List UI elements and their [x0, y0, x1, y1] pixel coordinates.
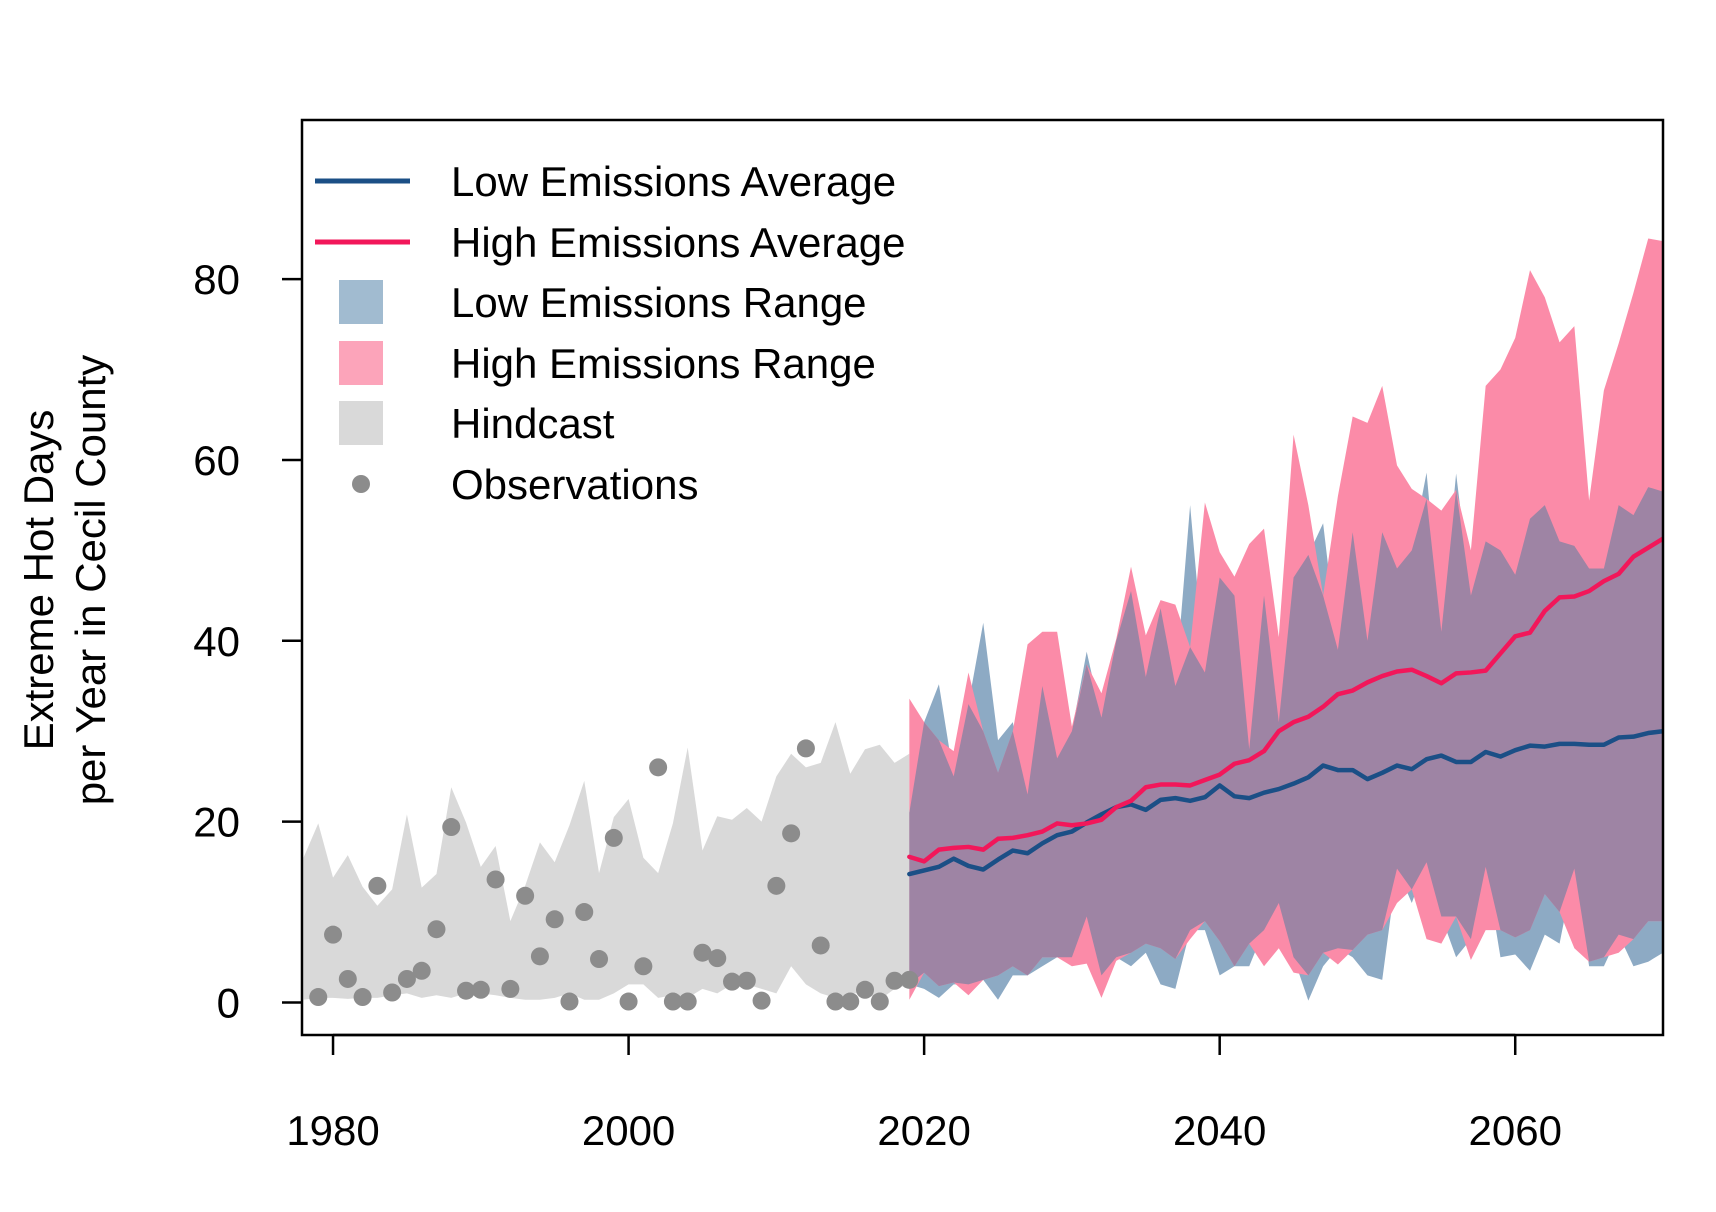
observation-point	[796, 739, 815, 758]
observation-point	[723, 972, 742, 991]
observation-point	[708, 949, 727, 968]
observation-point	[442, 818, 461, 837]
observation-point	[338, 969, 357, 988]
observation-point	[841, 992, 860, 1011]
observation-point	[604, 828, 623, 847]
y-axis-title-line-2: per Year in Cecil County	[67, 355, 114, 806]
observation-point	[885, 971, 904, 990]
observation-point	[486, 870, 505, 889]
legend-item: High Emissions Range	[339, 340, 876, 387]
observation-point	[856, 980, 875, 999]
observation-point	[368, 876, 387, 895]
x-tick-label: 2020	[877, 1107, 970, 1154]
observation-point	[516, 886, 535, 905]
observation-point	[530, 947, 549, 966]
y-tick-label: 20	[193, 799, 240, 846]
observation-point	[634, 957, 653, 976]
hindcast-band	[303, 722, 910, 1000]
plot-area	[303, 238, 1663, 1011]
observation-point	[575, 903, 594, 922]
legend-item: Hindcast	[339, 400, 615, 447]
y-axis: 0 20 40 60 80	[193, 256, 302, 1026]
low-emissions-average-line	[907, 728, 1663, 877]
y-tick-label: 60	[193, 437, 240, 484]
y-axis-title: Extreme Hot Days per Year in Cecil Count…	[15, 355, 114, 806]
observation-point	[471, 980, 490, 999]
observation-point	[324, 925, 343, 944]
x-tick-label: 2000	[582, 1107, 675, 1154]
legend-label: Hindcast	[451, 400, 615, 447]
observation-point	[737, 971, 756, 990]
legend-label: High Emissions Average	[451, 219, 905, 266]
y-tick-label: 0	[217, 979, 240, 1026]
high-emissions-average-line	[907, 536, 1663, 864]
legend-label: Observations	[451, 461, 698, 508]
observation-point	[353, 988, 372, 1007]
observation-point	[900, 970, 919, 989]
y-axis-title-line-1: Extreme Hot Days	[15, 410, 62, 751]
x-tick-label: 1980	[286, 1107, 379, 1154]
legend-fill-swatch	[339, 401, 383, 445]
observation-point	[752, 991, 771, 1010]
legend-item: Low Emissions Range	[339, 279, 867, 326]
x-tick-label: 2060	[1469, 1107, 1562, 1154]
legend-item: High Emissions Average	[315, 219, 905, 266]
observation-point	[811, 936, 830, 955]
legend-fill-swatch	[339, 341, 383, 385]
y-tick-label: 40	[193, 618, 240, 665]
x-tick-label: 2040	[1173, 1107, 1266, 1154]
observation-point	[649, 758, 668, 777]
observation-point	[826, 992, 845, 1011]
observation-point	[693, 943, 712, 962]
observation-point	[397, 969, 416, 988]
legend-fill-swatch	[339, 280, 383, 324]
observation-point	[383, 983, 402, 1002]
observation-point	[501, 979, 520, 998]
legend-label: Low Emissions Range	[451, 279, 867, 326]
observation-point	[782, 824, 801, 843]
range-overlap	[909, 487, 1663, 987]
observation-point	[870, 992, 889, 1011]
legend-item: Observations	[352, 461, 698, 508]
observation-point	[309, 988, 328, 1007]
observation-point	[545, 910, 564, 929]
x-axis: 1980 2000 2020 2040 2060	[286, 1033, 1562, 1154]
observation-point	[619, 992, 638, 1011]
observation-point	[663, 992, 682, 1011]
observation-point	[412, 961, 431, 980]
legend-label: Low Emissions Average	[451, 158, 896, 205]
observation-point	[590, 950, 609, 969]
observation-point	[457, 981, 476, 1000]
observation-point	[767, 876, 786, 895]
legend-item: Low Emissions Average	[315, 158, 896, 205]
observation-point	[560, 992, 579, 1011]
y-tick-label: 80	[193, 256, 240, 303]
observation-point	[678, 992, 697, 1011]
legend: Low Emissions Average High Emissions Aver…	[315, 158, 905, 508]
legend-point-swatch	[352, 475, 370, 493]
observation-point	[427, 920, 446, 939]
legend-label: High Emissions Range	[451, 340, 876, 387]
